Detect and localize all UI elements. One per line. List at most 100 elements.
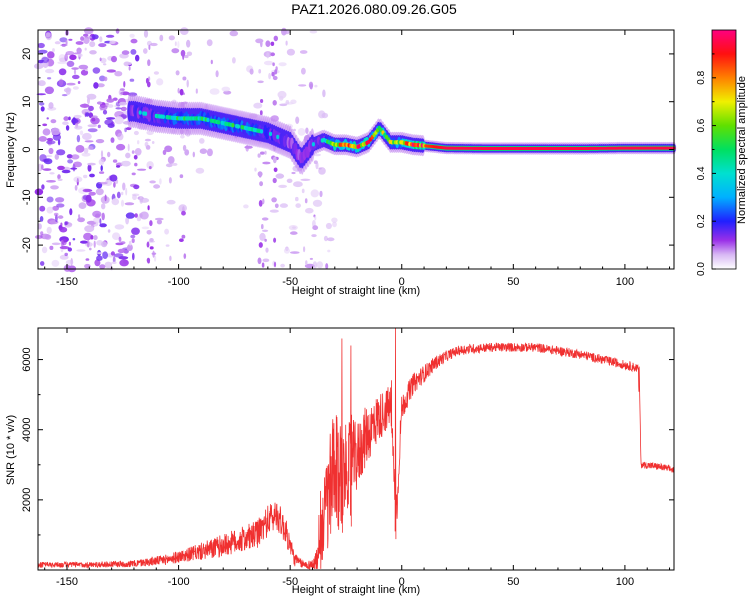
- x-tick-label: -50: [282, 276, 298, 288]
- y-tick-label: 4000: [21, 417, 33, 441]
- spectrogram-noise-blob: [257, 257, 262, 265]
- spectrogram-noise-blob: [99, 171, 105, 174]
- spectrogram-noise-blob: [164, 228, 170, 235]
- spectrogram-noise-blob: [63, 116, 69, 121]
- spectrogram-noise-blob: [38, 82, 42, 86]
- spectrogram-noise-blob: [262, 161, 271, 165]
- snr-frame: [37, 327, 675, 571]
- spectrogram-noise-blob: [261, 224, 264, 230]
- spectrogram-noise-blob: [49, 245, 54, 250]
- spectrogram-noise-blob: [35, 235, 43, 239]
- spectrogram-noise-blob: [84, 225, 95, 233]
- spectrogram-noise-blob: [179, 88, 184, 96]
- spectrogram-noise-blob: [313, 153, 321, 157]
- spectrogram-noise-blob: [57, 139, 61, 146]
- spectrogram-noise-blob: [264, 150, 267, 155]
- spectrogram-noise-blob: [83, 147, 89, 154]
- spectrogram-ridge-core: [311, 142, 315, 147]
- spectrogram-noise-blob: [94, 259, 101, 267]
- spectrogram-noise-blob: [169, 255, 172, 261]
- spectrogram-noise-blob: [88, 105, 94, 112]
- spectrogram-noise-blob: [71, 118, 79, 124]
- spectrogram-noise-blob: [92, 67, 101, 74]
- spectrogram-noise-blob: [143, 48, 148, 54]
- spectrogram-noise-blob: [265, 247, 269, 253]
- spectrogram-noise-blob: [48, 102, 54, 109]
- spectrogram-ridge-core: [217, 120, 221, 125]
- spectrogram-noise-blob: [285, 40, 288, 46]
- spectrogram-noise-blob: [295, 116, 300, 124]
- spectrogram-noise-blob: [301, 188, 305, 194]
- spectrogram-noise-blob: [57, 165, 65, 171]
- spectrogram-noise-blob: [69, 208, 73, 216]
- spectrogram-noise-blob: [165, 163, 173, 168]
- spectrogram-noise-blob: [50, 119, 57, 124]
- spectrogram-noise-blob: [83, 174, 88, 179]
- spectrogram-noise-blob: [73, 114, 82, 119]
- spectrogram-noise-blob: [272, 75, 278, 81]
- spectrogram-noise-blob: [291, 171, 296, 175]
- spectrogram-noise-blob: [65, 259, 74, 265]
- colorbar-tick-label: 0.2: [696, 214, 707, 228]
- spectrogram-noise-blob: [107, 123, 115, 128]
- spectrogram-noise-blob: [215, 70, 219, 78]
- spectrogram-noise-blob: [223, 90, 232, 95]
- spectrogram-noise-blob: [71, 67, 79, 70]
- spectrogram-noise-blob: [286, 178, 293, 183]
- x-tick-label: 100: [616, 276, 634, 288]
- spectrogram-noise-blob: [258, 242, 263, 248]
- spectrogram-noise-blob: [318, 110, 326, 119]
- spectrogram-noise-blob: [43, 158, 53, 165]
- spectrogram-noise-blob: [316, 261, 323, 269]
- spectrogram-noise-blob: [89, 50, 97, 55]
- spectrogram-noise-blob: [153, 184, 161, 189]
- spectrogram-noise-blob: [67, 247, 73, 252]
- spectrogram-ridge-core: [206, 117, 210, 123]
- spectrogram-noise-blob: [99, 75, 106, 82]
- spectrogram-noise-blob: [115, 107, 122, 110]
- spectrogram-noise-blob: [87, 164, 92, 172]
- spectrogram-noise-blob: [77, 217, 85, 223]
- spectrogram-noise-blob: [91, 117, 96, 122]
- spectrogram-noise-blob: [249, 68, 254, 75]
- spectrogram-noise-blob: [118, 236, 122, 242]
- spectrogram-xlabel: Height of straight line (km): [292, 285, 420, 297]
- spectrogram-noise-blob: [95, 188, 104, 196]
- x-tick-label: 0: [399, 576, 405, 588]
- spectrogram-noise-blob: [100, 57, 107, 64]
- spectrogram-noise-blob: [101, 203, 106, 210]
- spectrogram-noise-blob: [40, 231, 44, 236]
- spectrogram-noise-blob: [288, 225, 298, 231]
- spectrogram-noise-blob: [119, 259, 129, 267]
- snr-xlabel: Height of straight line (km): [292, 584, 420, 596]
- spectrogram-noise-blob: [112, 159, 118, 163]
- spectrogram-noise-blob: [126, 245, 132, 251]
- spectrogram-noise-blob: [137, 140, 140, 145]
- spectrogram-noise-blob: [77, 81, 81, 84]
- spectrogram-noise-blob: [74, 125, 83, 130]
- spectrogram-noise-blob: [183, 253, 187, 259]
- spectrogram-noise-blob: [116, 191, 121, 199]
- spectrogram-noise-blob: [115, 28, 120, 34]
- spectrogram-noise-blob: [266, 52, 270, 59]
- spectrogram-ylabel: Frequency (Hz): [5, 112, 17, 188]
- spectrogram-noise-blob: [89, 41, 96, 48]
- spectrogram-noise-blob: [184, 54, 189, 59]
- spectrogram-noise-blob: [325, 222, 332, 230]
- spectrogram-noise-blob: [133, 184, 140, 190]
- spectrogram-noise-blob: [89, 247, 92, 251]
- spectrogram-noise-blob: [305, 260, 308, 266]
- spectrogram-noise-blob: [61, 94, 68, 97]
- spectrogram-noise-blob: [275, 173, 285, 179]
- spectrogram-noise-blob: [150, 42, 158, 47]
- spectrogram-noise-blob: [118, 89, 124, 96]
- spectrogram-noise-blob: [322, 89, 326, 98]
- colorbar-tick-label: 0.8: [696, 70, 707, 84]
- spectrogram-noise-blob: [98, 181, 108, 185]
- spectrogram-noise-blob: [132, 252, 135, 261]
- spectrogram-noise-blob: [293, 181, 303, 188]
- spectrogram-noise-blob: [37, 42, 45, 49]
- spectrogram-noise-blob: [99, 218, 102, 225]
- spectrogram-noise-blob: [303, 246, 306, 253]
- spectrogram-noise-blob: [279, 103, 288, 107]
